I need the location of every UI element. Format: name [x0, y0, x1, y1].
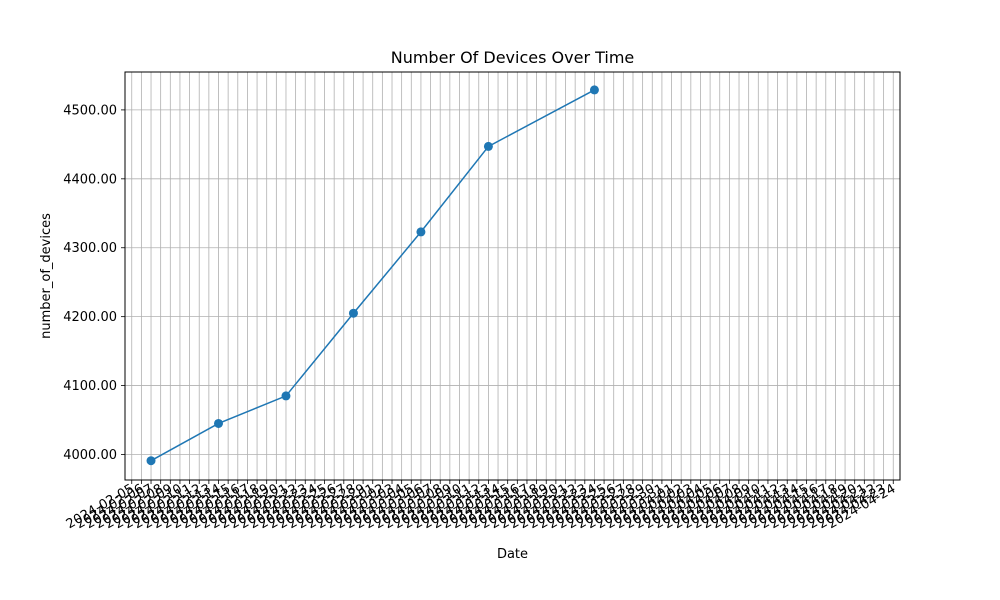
series	[146, 85, 599, 466]
data-point	[416, 227, 426, 237]
y-axis-ticks: 4000.00 4100.00 4200.00 4300.00 4400.00 4500.…	[63, 103, 125, 463]
data-point	[589, 85, 599, 95]
data-point	[146, 456, 156, 466]
plot-area-frame	[124, 71, 901, 481]
data-point	[281, 391, 291, 401]
x-axis-ticks: 2024-02-052024-02-062024-02-072024-02-08…	[64, 480, 898, 532]
data-point	[348, 308, 358, 318]
y-tick-label: 4100.00	[63, 379, 117, 394]
y-tick-label: 4300.00	[63, 241, 117, 256]
y-tick-label: 4200.00	[63, 310, 117, 325]
y-axis-title: number_of_devices	[39, 213, 54, 339]
grid	[125, 72, 900, 480]
x-axis-title: Date	[497, 547, 528, 562]
data-point	[214, 418, 224, 428]
data-point	[483, 141, 493, 151]
y-tick-label: 4000.00	[63, 448, 117, 463]
y-tick-label: 4400.00	[63, 172, 117, 187]
chart-title: Number Of Devices Over Time	[391, 48, 635, 67]
y-tick-label: 4500.00	[63, 103, 117, 118]
